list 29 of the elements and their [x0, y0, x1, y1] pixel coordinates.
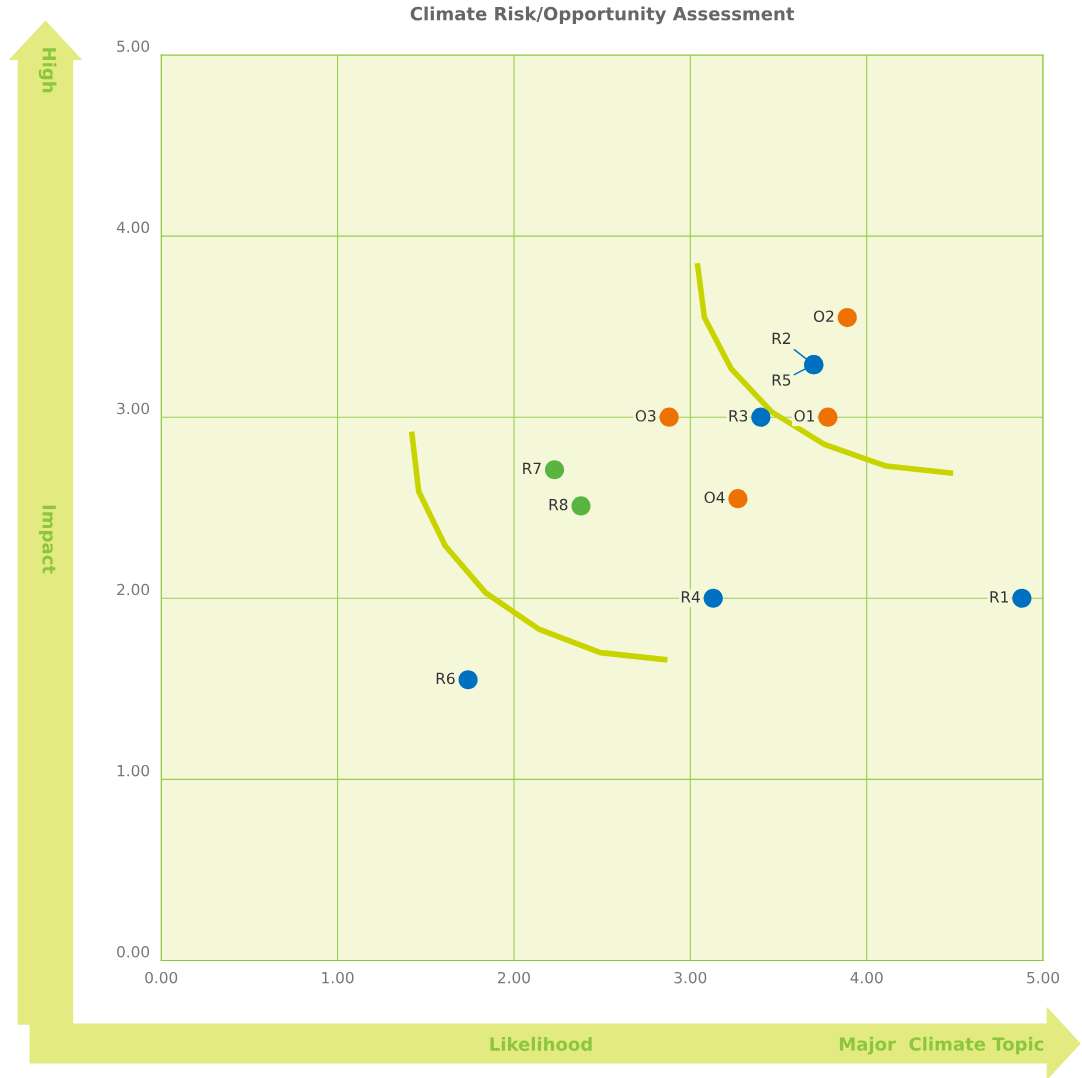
text: High: [38, 48, 57, 93]
x-tick-label: 5.00: [1027, 971, 1060, 984]
text: Major Climate Topic: [839, 1036, 1044, 1055]
annotation: R6: [436, 672, 455, 685]
x-tick-label: 2.00: [498, 971, 530, 984]
y-tick-label: 5.00: [117, 40, 150, 53]
x-tick-label: 3.00: [674, 971, 707, 984]
annotation: R5: [772, 374, 791, 386]
y-tick-label: 3.00: [117, 402, 150, 415]
x-tick-label: 0.00: [145, 971, 178, 984]
chart-title: Climate Risk/Opportunity Assessment: [410, 6, 795, 25]
annotation: O4: [704, 491, 725, 504]
x-tick-label: 1.00: [322, 971, 354, 984]
y-axis-title: Impact: [38, 505, 56, 574]
annotation: R1: [990, 591, 1008, 603]
x-axis-title: Likelihood: [490, 1036, 592, 1051]
annotation: R8: [549, 498, 568, 511]
annotation: O1: [794, 410, 814, 422]
y-tick-label: 1.00: [117, 764, 150, 777]
annotation: R7: [523, 462, 541, 474]
annotation: R4: [681, 591, 700, 603]
annotation: R2: [772, 332, 791, 344]
y-tick-label: 4.00: [116, 221, 150, 234]
y-tick-label: 2.00: [117, 583, 150, 596]
y-tick-label: 0.00: [117, 945, 150, 958]
annotation: O3: [635, 410, 656, 422]
x-tick-label: 4.00: [850, 971, 883, 984]
annotation: R3: [729, 410, 748, 422]
annotation: O2: [813, 310, 834, 323]
